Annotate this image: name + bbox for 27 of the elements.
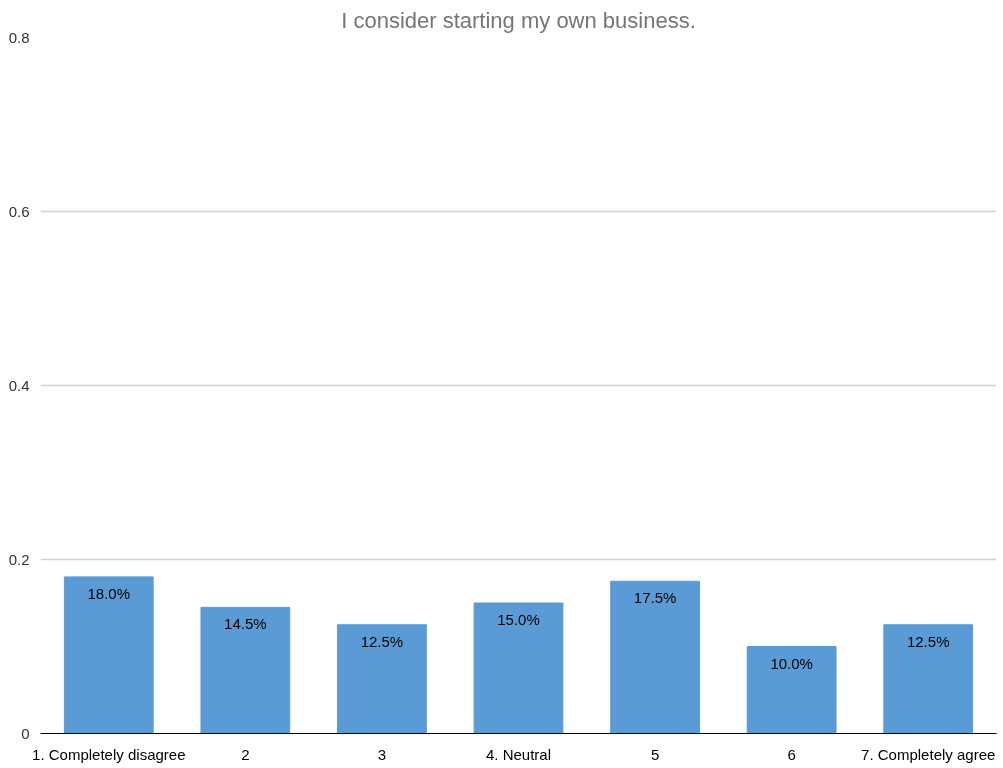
bar xyxy=(337,624,427,734)
bar xyxy=(746,646,837,734)
bar xyxy=(63,576,154,734)
data-label: 14.5% xyxy=(224,615,267,633)
x-tick-label: 2 xyxy=(241,745,250,763)
x-tick-label: 6 xyxy=(787,745,796,763)
x-tick-label: 5 xyxy=(650,745,660,763)
y-tick-label: 0 xyxy=(21,724,30,742)
y-tick-label: 0.2 xyxy=(8,550,30,568)
data-label: 10.0% xyxy=(770,654,813,672)
bar xyxy=(200,606,291,734)
y-tick-label: 0.4 xyxy=(8,376,30,394)
data-label: 12.5% xyxy=(906,632,950,650)
x-tick-label: 4. Neutral xyxy=(485,745,552,763)
x-tick-label: 1. Completely disagree xyxy=(32,745,186,763)
bar xyxy=(473,602,564,734)
data-label: 17.5% xyxy=(633,589,677,607)
x-tick-label: 7. Completely agree xyxy=(861,745,996,763)
data-label: 15.0% xyxy=(497,611,540,628)
chart-title: I consider starting my own business. xyxy=(341,7,696,33)
x-tick-label: 3 xyxy=(377,745,387,763)
bar xyxy=(610,580,700,734)
y-tick-label: 0.6 xyxy=(8,202,30,220)
y-tick-label: 0.8 xyxy=(8,28,30,46)
data-label: 18.0% xyxy=(87,584,131,602)
data-label: 12.5% xyxy=(360,632,404,650)
bar xyxy=(883,624,974,734)
